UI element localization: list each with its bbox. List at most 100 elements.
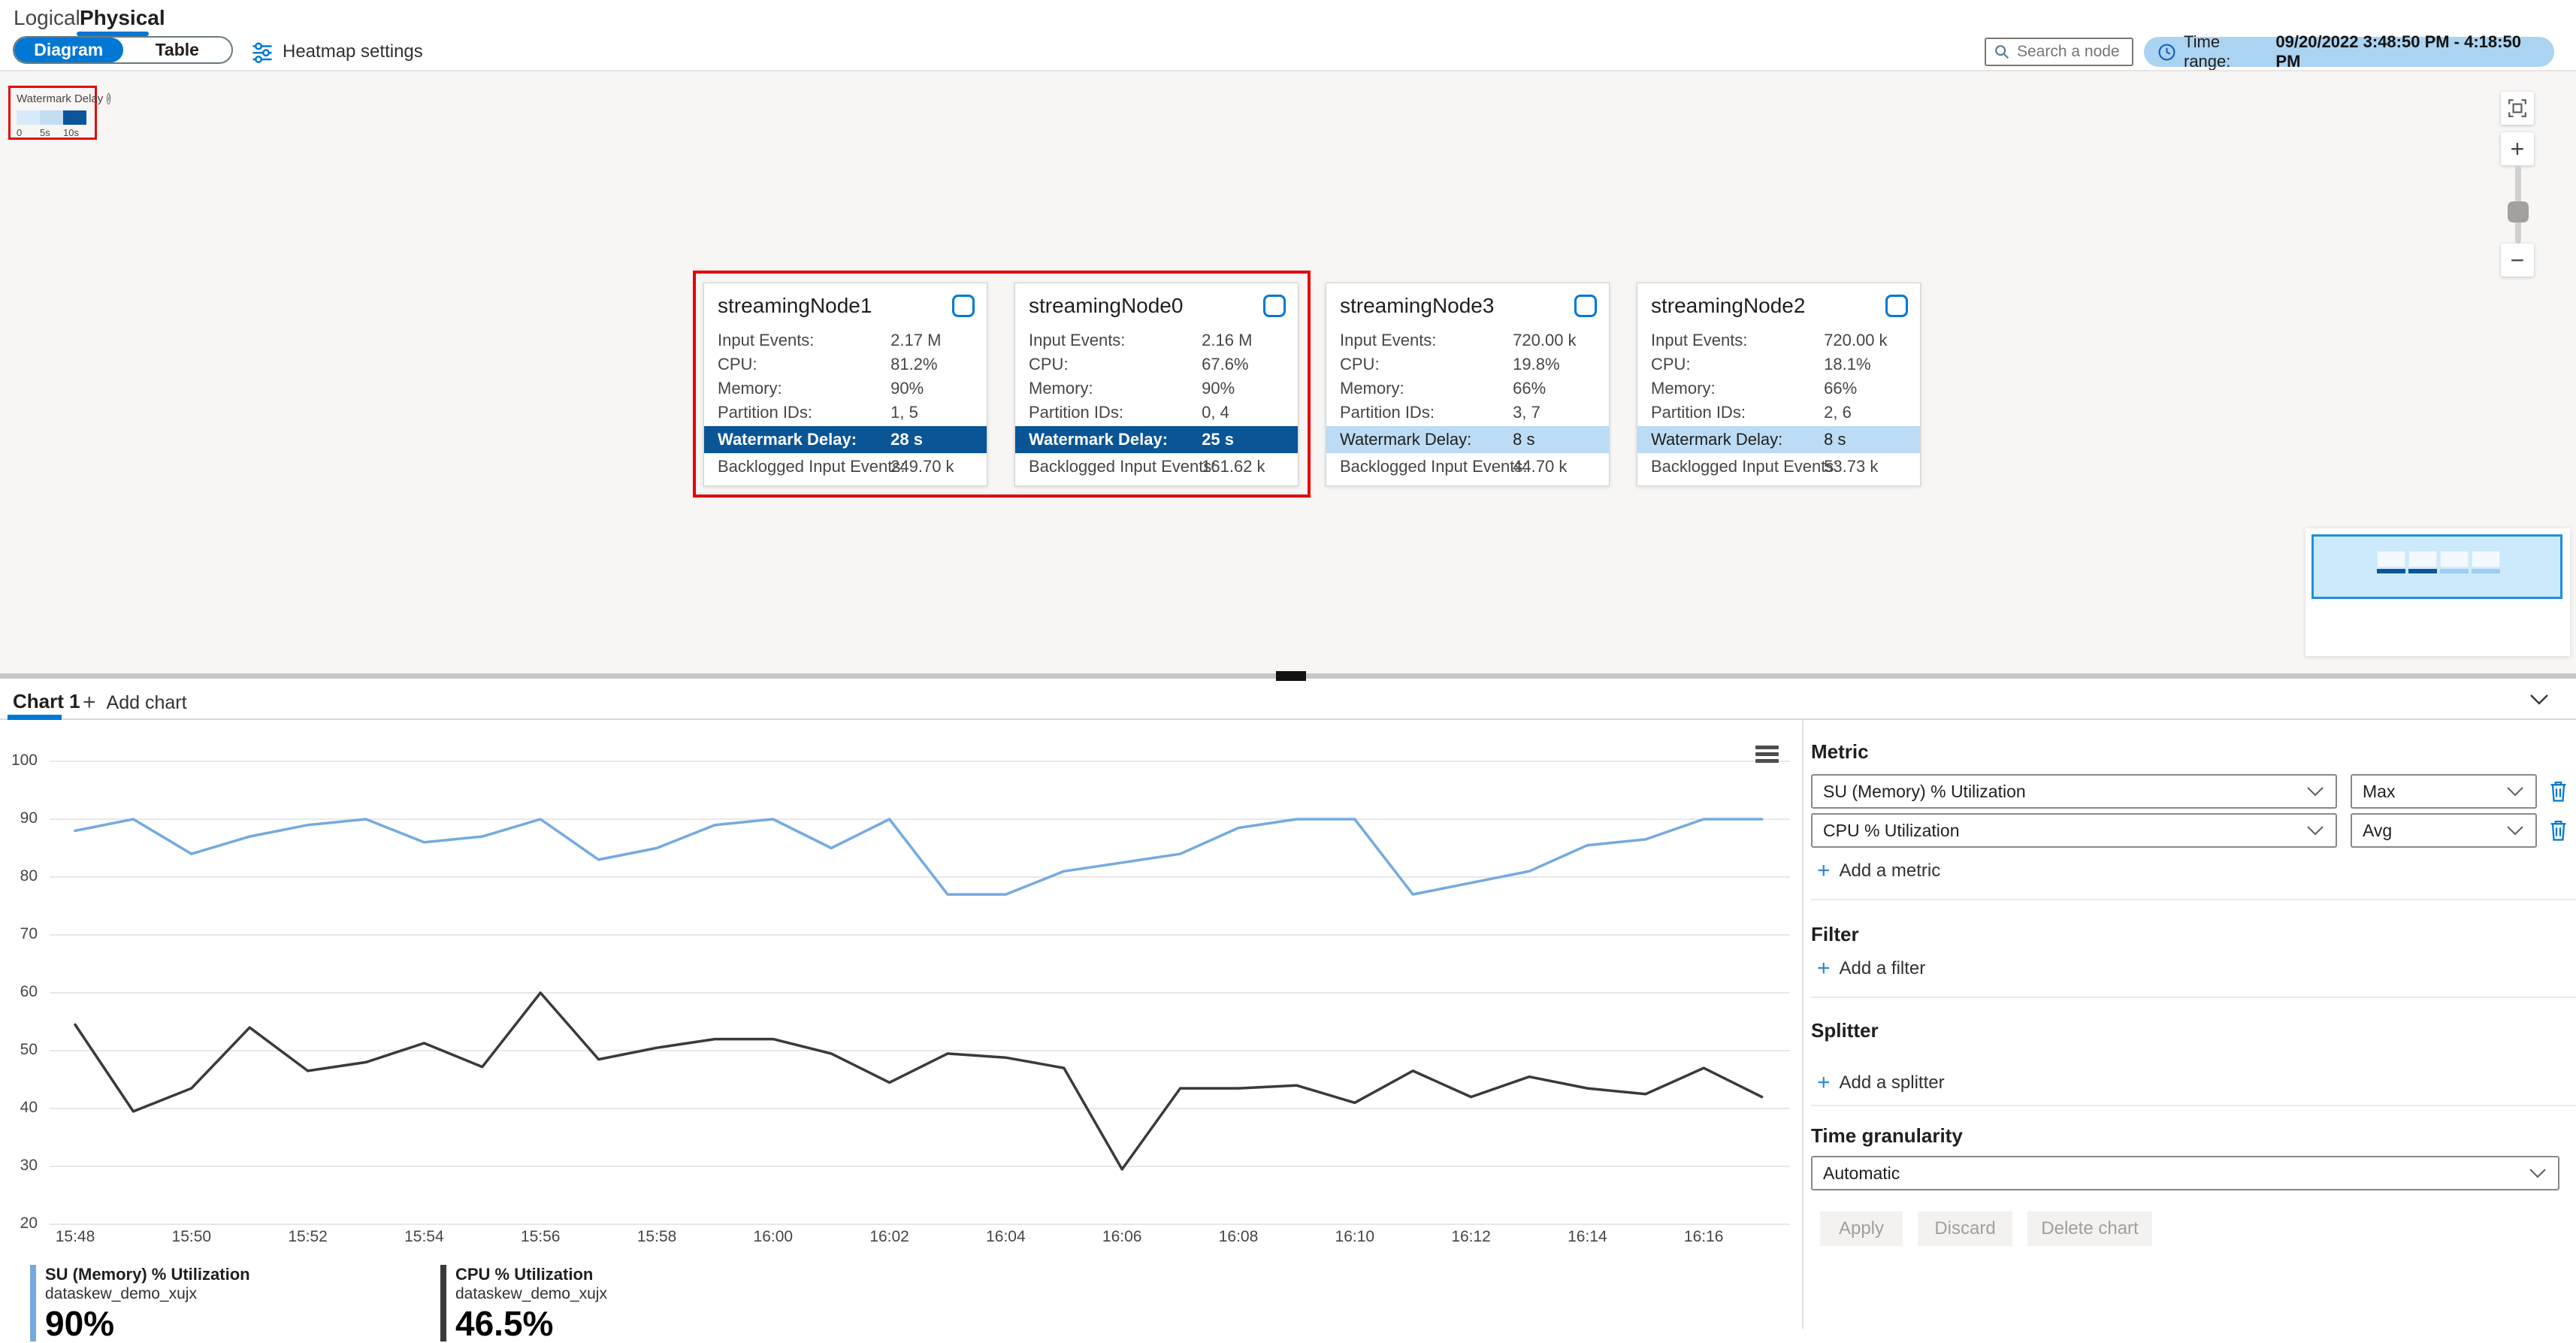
node-row-value: 2, 6: [1824, 403, 1852, 422]
node-row: CPU: 67.6%: [1015, 352, 1298, 377]
aggregation-dropdown-1[interactable]: Avg: [2351, 813, 2537, 848]
legend-item[interactable]: SU (Memory) % Utilization dataskew_demo_…: [30, 1265, 250, 1341]
plus-icon: +: [83, 690, 96, 715]
node-row-value: 249.70 k: [890, 457, 954, 476]
time-granularity-heading: Time granularity: [1811, 1124, 1963, 1147]
node-checkbox[interactable]: [1885, 295, 1908, 317]
legend-item[interactable]: CPU % Utilization dataskew_demo_xujx 46.…: [440, 1265, 607, 1341]
x-axis-tick-label: 15:50: [171, 1228, 212, 1245]
series-line-su-memory: [74, 818, 1764, 896]
discard-button[interactable]: Discard: [1918, 1211, 2012, 1246]
minimap-node: [2408, 551, 2437, 567]
node-row: CPU: 19.8%: [1326, 352, 1609, 377]
metric-dropdown-1[interactable]: CPU % Utilization: [1811, 813, 2337, 848]
add-chart-button[interactable]: + Add chart: [83, 690, 187, 715]
node-row: Partition IDs: 2, 6: [1637, 401, 1920, 425]
node-card-streamingNode0[interactable]: streamingNode0 Input Events: 2.16 M CPU: 67…: [1014, 283, 1299, 486]
node-row: Input Events: 2.17 M: [704, 328, 987, 352]
y-axis-tick-label: 20: [20, 1214, 38, 1232]
node-row-label: Partition IDs:: [1029, 403, 1123, 422]
tab-logical[interactable]: Logical: [14, 6, 80, 29]
node-row: Memory: 90%: [704, 377, 987, 401]
node-row-label: Partition IDs:: [1651, 403, 1746, 422]
search-input[interactable]: [2017, 43, 2122, 61]
node-row-label: Watermark Delay:: [1029, 430, 1169, 449]
remove-metric-button[interactable]: [2549, 780, 2568, 803]
minus-icon: −: [2510, 246, 2525, 274]
node-row-value: 44.70 k: [1513, 457, 1568, 476]
add-chart-label: Add chart: [106, 691, 187, 713]
watermark-delay-row: Watermark Delay: 8 s: [1637, 426, 1920, 453]
skewed-nodes-highlight-box: [693, 271, 1311, 498]
plus-icon: +: [2510, 135, 2525, 162]
node-row-value: 19.8%: [1513, 355, 1560, 374]
node-card-streamingNode2[interactable]: streamingNode2 Input Events: 720.00 k CPU:…: [1637, 283, 1921, 486]
node-row: Partition IDs: 1, 5: [704, 401, 987, 425]
node-row-value: 720.00 k: [1513, 331, 1577, 349]
tab-chart-1[interactable]: Chart 1: [13, 690, 80, 712]
collapse-chart-chevron-icon[interactable]: [2526, 691, 2552, 708]
plus-icon: +: [1817, 1070, 1831, 1095]
node-row: Input Events: 2.16 M: [1015, 328, 1298, 352]
node-row: Memory: 66%: [1637, 377, 1920, 401]
node-checkbox[interactable]: [1263, 295, 1286, 317]
add-splitter-label: Add a splitter: [1839, 1072, 1945, 1093]
info-icon[interactable]: i: [107, 93, 111, 104]
node-card-streamingNode1[interactable]: streamingNode1 Input Events: 2.17 M CPU: 81…: [703, 283, 987, 486]
aggregation-dropdown-0[interactable]: Max: [2351, 774, 2537, 809]
toggle-diagram[interactable]: Diagram: [14, 38, 123, 62]
backlogged-row: Backlogged Input Events: 53.73 k: [1637, 453, 1920, 480]
minimap-node-bar: [2472, 569, 2500, 573]
watermark-scale-swatch: [17, 110, 40, 125]
zoom-out-button[interactable]: −: [2501, 243, 2534, 277]
trash-icon: [2550, 782, 2566, 802]
zoom-slider-handle[interactable]: [2508, 201, 2529, 222]
node-row: Partition IDs: 0, 4: [1015, 401, 1298, 425]
series-line-cpu: [74, 991, 1764, 1171]
search-node-box: [1985, 38, 2133, 66]
node-card-streamingNode3[interactable]: streamingNode3 Input Events: 720.00 k CPU:…: [1326, 283, 1610, 486]
add-splitter-button[interactable]: + Add a splitter: [1817, 1070, 1945, 1096]
node-row-label: Input Events:: [718, 331, 815, 349]
node-checkbox[interactable]: [952, 295, 975, 317]
section-divider: [1811, 997, 2576, 998]
watermark-legend-title: Watermark Delay: [17, 92, 104, 105]
toggle-table[interactable]: Table: [155, 40, 199, 59]
node-row-label: Memory:: [718, 379, 782, 398]
add-metric-button[interactable]: + Add a metric: [1817, 858, 1940, 884]
zoom-in-button[interactable]: +: [2501, 132, 2534, 165]
minimap[interactable]: [2305, 528, 2570, 656]
metric-dropdown-0[interactable]: SU (Memory) % Utilization: [1811, 774, 2337, 809]
x-axis-tick-label: 16:10: [1335, 1228, 1375, 1245]
node-row-label: Backlogged Input Events:: [1029, 457, 1217, 476]
y-axis-tick-label: 40: [20, 1099, 38, 1116]
node-row: CPU: 18.1%: [1637, 352, 1920, 377]
apply-button[interactable]: Apply: [1820, 1211, 1903, 1246]
watermark-scale-tick-label: 0: [17, 127, 23, 138]
add-filter-button[interactable]: + Add a filter: [1817, 956, 1925, 982]
remove-metric-button[interactable]: [2549, 819, 2568, 842]
time-range-pill[interactable]: Time range: 09/20/2022 3:48:50 PM - 4:18…: [2144, 32, 2554, 71]
fit-to-screen-button[interactable]: [2501, 92, 2534, 125]
legend-color-bar: [440, 1265, 446, 1341]
node-row: Memory: 90%: [1015, 377, 1298, 401]
legend-job-name: dataskew_demo_xujx: [45, 1285, 197, 1302]
y-axis-tick-label: 50: [20, 1041, 38, 1058]
node-row-label: CPU:: [1651, 355, 1691, 374]
chart-menu-icon[interactable]: [1755, 746, 1779, 766]
node-row-label: CPU:: [1029, 355, 1069, 374]
time-granularity-dropdown[interactable]: Automatic: [1811, 1156, 2559, 1190]
heatmap-settings-button[interactable]: Heatmap settings: [251, 39, 423, 65]
node-row-value: 1, 5: [890, 403, 918, 422]
minimap-viewport[interactable]: [2311, 534, 2562, 599]
node-checkbox[interactable]: [1574, 295, 1597, 317]
plus-icon: +: [1817, 858, 1831, 883]
backlogged-row: Backlogged Input Events: 161.62 k: [1015, 453, 1298, 480]
node-row-label: CPU:: [1340, 355, 1380, 374]
chart-tab-underline: [8, 715, 62, 720]
pane-resize-handle[interactable]: [1276, 671, 1306, 681]
tab-physical[interactable]: Physical: [80, 6, 165, 29]
legend-color-bar: [30, 1265, 36, 1341]
node-row-label: CPU:: [718, 355, 757, 374]
delete-chart-button[interactable]: Delete chart: [2027, 1211, 2152, 1246]
